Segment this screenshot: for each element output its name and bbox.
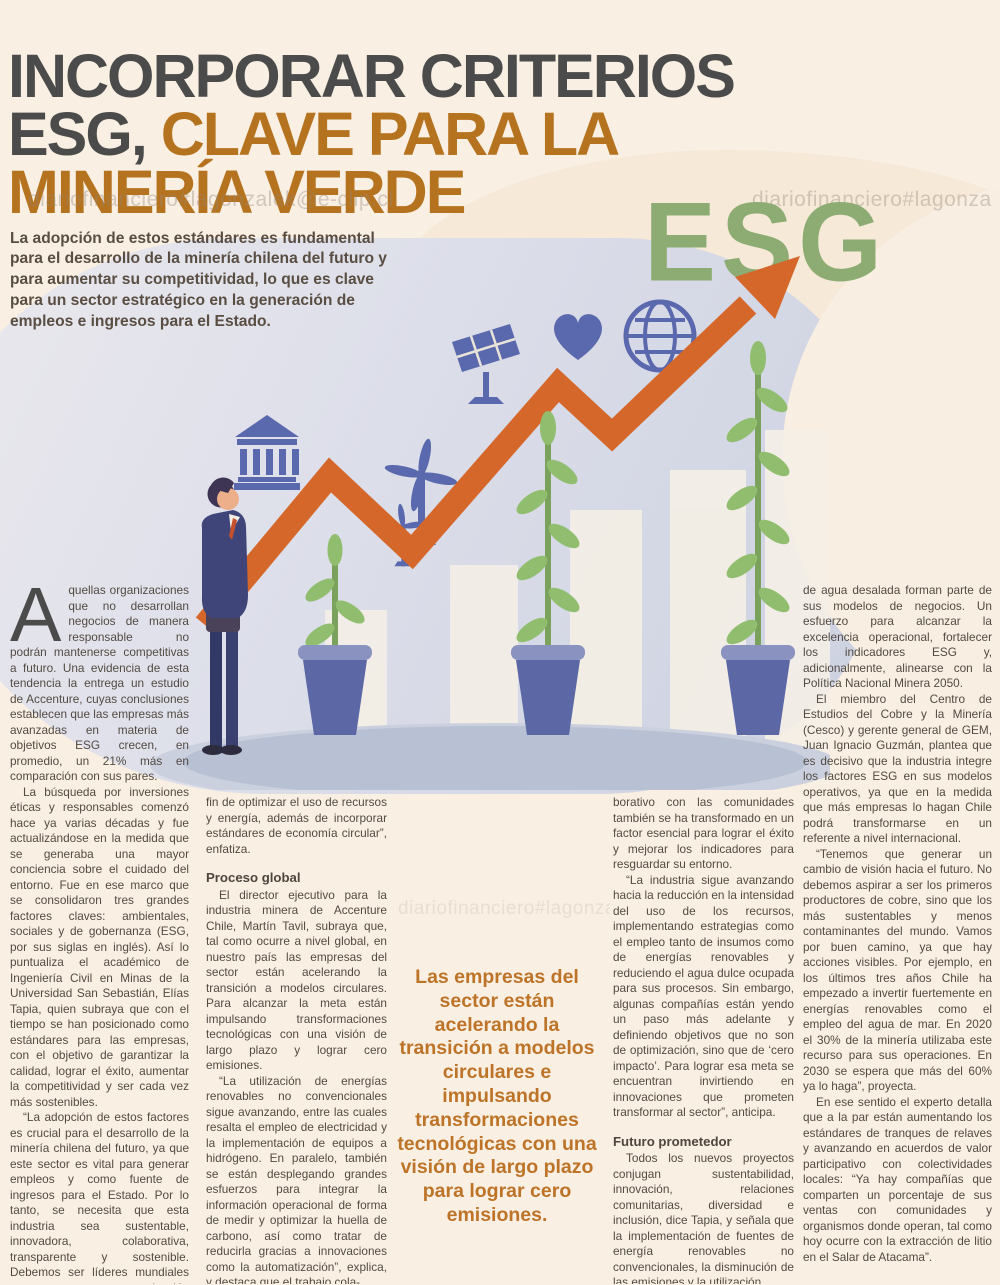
- pull-quote: Las empresas del sector están acelerando…: [397, 966, 597, 1226]
- paragraph: “La industria sigue avanzando hacia la r…: [613, 872, 794, 1120]
- headline-line2-accent: CLAVE PARA LA: [160, 99, 620, 168]
- paragraph: borativo con las comunidades también se …: [613, 795, 794, 871]
- ground-shadow: [150, 723, 830, 790]
- plant-pot-medium: [511, 411, 585, 735]
- paragraph: fin de optimizar el uso de recursos y en…: [206, 795, 387, 856]
- wind-turbine-icon: [384, 438, 458, 545]
- article-column-2: fin de optimizar el uso de recursos y en…: [206, 795, 387, 1284]
- headline-line1: INCORPORAR CRITERIOS: [8, 41, 736, 110]
- section-heading-futuro-prometedor: Futuro prometedor: [613, 1133, 732, 1149]
- plant-pot-tall: [721, 341, 795, 735]
- businessman-figure: [201, 477, 248, 755]
- paragraph: de agua desalada forman parte de sus mod…: [803, 583, 992, 690]
- paragraph: Todos los nuevos proyectos conjugan sust…: [613, 1151, 794, 1284]
- paragraph: El director ejecutivo para la industria …: [206, 887, 387, 1073]
- paragraph: “Tenemos que generar un cambio de visión…: [803, 846, 992, 1094]
- watermark-middle: diariofinanciero#lagonzalek@e-clip.cl: [398, 898, 610, 919]
- drop-cap: A: [10, 583, 62, 658]
- watermark-top-left: diariofinanciero#lagonzalek@e-clip.cl: [28, 188, 394, 211]
- lead-paragraph: La adopción de estos estándares es funda…: [10, 229, 387, 330]
- article-column-4: de agua desalada forman parte de sus mod…: [803, 583, 992, 1284]
- paragraph: El miembro del Centro de Estudios del Co…: [803, 691, 992, 846]
- paragraph: “La utilización de energías renovables n…: [206, 1073, 387, 1285]
- growth-illustration: [150, 256, 830, 790]
- watermark-top-right: diariofinanciero#lagonza: [752, 188, 992, 211]
- paragraph: En ese sentido el experto detalla que a …: [803, 1094, 992, 1264]
- globe-icon: [623, 299, 697, 373]
- headline-line3: MINERÍA VERDE: [8, 157, 466, 226]
- heart-icon: [554, 314, 602, 360]
- growth-arrow-icon: [195, 256, 800, 633]
- solar-panel-icon: [452, 324, 520, 404]
- plant-pot-small: [298, 534, 372, 735]
- paragraph: La búsqueda por inversiones éticas y res…: [10, 784, 189, 1109]
- page-title: INCORPORAR CRITERIOS ESG, CLAVE PARA LA …: [8, 45, 736, 222]
- section-heading-proceso-global: Proceso global: [206, 870, 301, 885]
- paragraph: “La adopción de estos factores es crucia…: [10, 1110, 189, 1284]
- bank-icon: [234, 415, 300, 490]
- article-column-3: borativo con las comunidades también se …: [613, 795, 794, 1284]
- headline-line2-dark: ESG,: [8, 99, 161, 168]
